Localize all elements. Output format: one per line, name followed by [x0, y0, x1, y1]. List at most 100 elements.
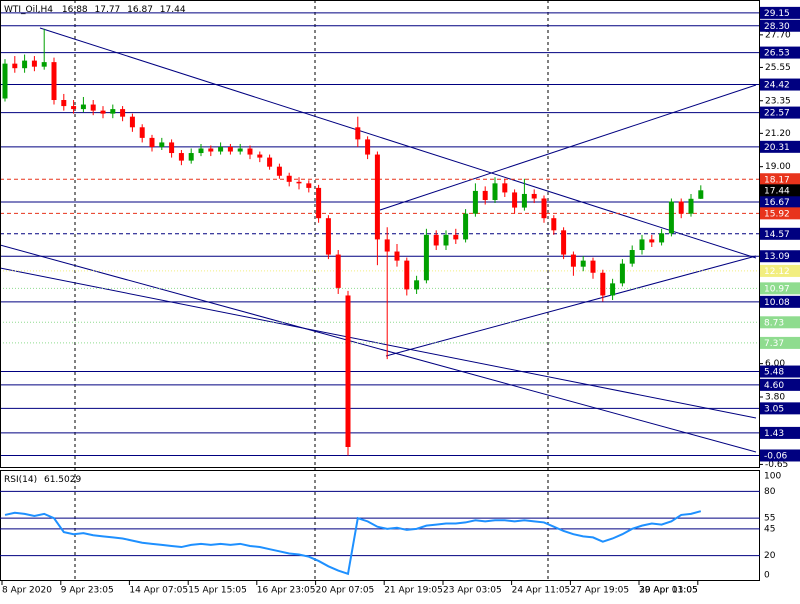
level-label: 14.57 [764, 230, 790, 240]
candle-body [570, 254, 576, 267]
candle-body [423, 234, 429, 281]
candle-body [100, 110, 106, 114]
candle-body [472, 190, 478, 214]
current-price-box [760, 184, 800, 197]
candle-body [335, 254, 341, 288]
levels [0, 12, 760, 456]
candle-body [580, 260, 586, 267]
level-label: 24.42 [764, 81, 790, 91]
candle-body [433, 234, 439, 246]
candle-body [247, 148, 253, 155]
y-tick-label: -0.65 [765, 460, 788, 470]
level-label: 20.31 [764, 143, 790, 153]
trendline [0, 244, 757, 453]
header-low: 16.87 [127, 5, 153, 15]
candle-body [521, 193, 527, 208]
candle-body [149, 137, 155, 147]
candle-body [286, 175, 292, 182]
candle-body [365, 139, 371, 155]
x-tick-label: 21 Apr 19:05 [384, 586, 443, 596]
candle-body [414, 280, 420, 290]
candle-body [668, 201, 674, 234]
x-tick-label: 20 Apr 07:05 [316, 586, 375, 596]
x-tick-label: 30 Apr 11:05 [639, 586, 698, 596]
y-tick-label: 23.35 [765, 96, 791, 106]
symbol-title: WTI_Oil,H4 [4, 5, 53, 15]
x-tick-label: 16 Apr 23:05 [257, 586, 316, 596]
x-tick-label: 14 Apr 07:05 [129, 586, 188, 596]
candle-body [512, 192, 518, 208]
level-label-box [760, 295, 800, 308]
candle-body [551, 218, 557, 231]
trendline [379, 84, 757, 211]
rsi-current: 61.5029 [44, 475, 81, 485]
candle-body [139, 127, 145, 138]
header-close: 17.44 [160, 5, 186, 15]
candle-body [325, 218, 331, 255]
level-label-box [760, 250, 800, 263]
candle-body [71, 106, 77, 110]
candle-body [453, 234, 459, 240]
rsi-title: RSI(14) [4, 475, 37, 485]
level-label: 18.17 [764, 175, 790, 185]
candle-body [169, 142, 175, 154]
y-tick-label: 27.70 [765, 30, 791, 40]
candle-body [218, 146, 224, 152]
level-label: -0.06 [764, 451, 788, 461]
candle-body [404, 260, 410, 290]
header-open: 16.88 [62, 5, 88, 15]
candle-body [355, 127, 361, 140]
candle-body [688, 198, 694, 214]
level-label-box [760, 106, 800, 119]
level-label-box [760, 264, 800, 277]
level-label-box [760, 19, 800, 32]
trendline [385, 255, 757, 357]
x-tick-label: 29 Apr 03:05 [639, 586, 698, 596]
rsi-tick-label: 55 [764, 514, 775, 524]
candle-body [41, 62, 47, 67]
candle-body [443, 234, 449, 246]
y-tick-label: 19.00 [765, 162, 791, 172]
candle-body [374, 154, 380, 240]
candle-body [345, 295, 351, 447]
current-price-label: 17.44 [764, 186, 790, 196]
candle-body [178, 153, 184, 161]
level-label: 4.60 [764, 381, 784, 391]
candle-body [2, 63, 8, 99]
level-label: 12.12 [764, 267, 790, 277]
level-label: 16.67 [764, 198, 790, 208]
level-label-box [760, 282, 800, 295]
level-label-box [760, 449, 800, 462]
rsi-tick-label: 0 [764, 571, 770, 581]
level-label-box [760, 207, 800, 220]
rsi-tick-label: 100 [764, 472, 781, 482]
level-label: 5.48 [764, 368, 784, 378]
candle-body [51, 62, 57, 101]
rsi-tick-label: 80 [764, 487, 776, 497]
candle-body [257, 154, 263, 158]
candle-body [639, 239, 645, 251]
candle-body [610, 283, 616, 296]
x-tick-label: 9 Apr 23:05 [61, 586, 114, 596]
candle-body [590, 260, 596, 273]
rsi-header: RSI(14) 61.5029 [4, 475, 81, 485]
candle-body [306, 183, 312, 188]
candle-body [482, 190, 488, 201]
candle-body [129, 116, 135, 128]
level-label: 10.97 [764, 284, 790, 294]
candle-body [629, 250, 635, 264]
level-label: 15.92 [764, 209, 790, 219]
candle-body [394, 251, 400, 261]
candle-body [208, 148, 214, 152]
candle-body [600, 272, 606, 296]
candle-body [188, 153, 194, 161]
candle-body [110, 109, 116, 114]
level-label-box [760, 6, 800, 19]
level-label: 8.73 [764, 318, 784, 328]
y-tick-label: 6.00 [765, 359, 785, 369]
chart-header: WTI_Oil,H4 16.88 17.77 16.87 17.44 [4, 5, 186, 15]
candle-body [237, 148, 243, 152]
level-label: 1.43 [764, 429, 784, 439]
